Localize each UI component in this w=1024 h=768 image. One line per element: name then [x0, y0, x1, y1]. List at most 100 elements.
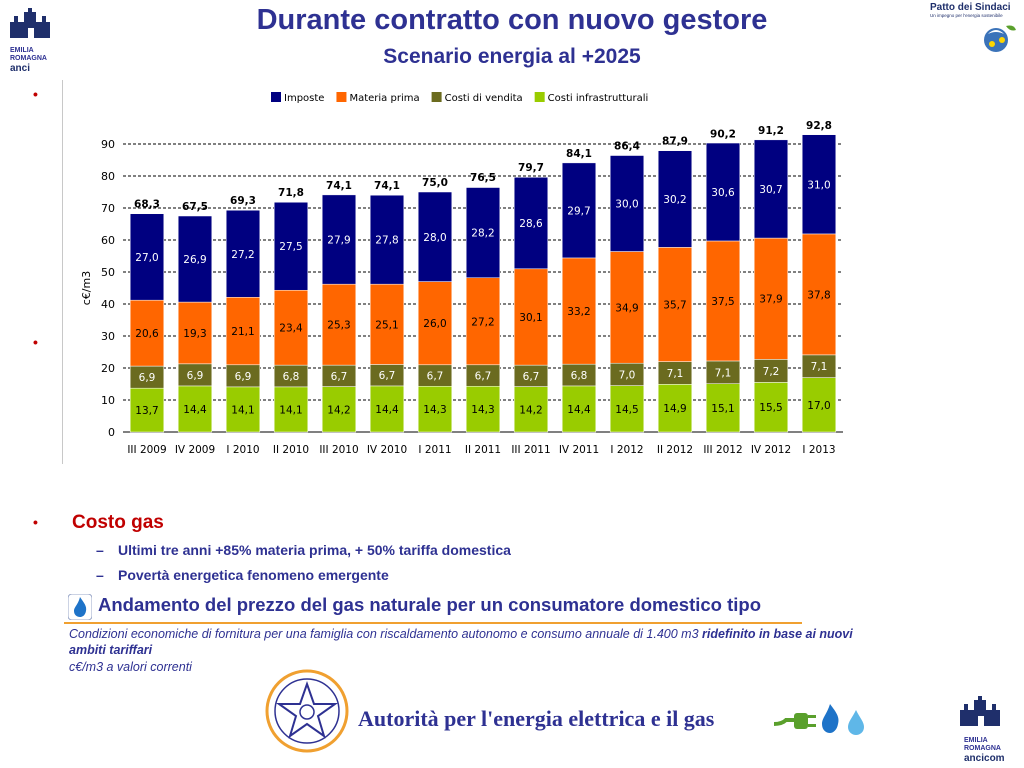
- data-label: 20,6: [135, 328, 159, 340]
- bar-segment: [657, 247, 693, 362]
- y-tick-label: 60: [101, 234, 115, 247]
- italian-republic-seal-icon: [265, 669, 349, 753]
- y-tick-label: 0: [108, 426, 115, 439]
- x-tick-label: I 2010: [226, 444, 259, 456]
- logo-br-line3: ancicom: [964, 753, 1005, 764]
- list-item-text: Povertà energetica fenomeno emergente: [118, 567, 389, 583]
- emilia-romagna-anci-logo: EMILIA ROMAGNA anci: [10, 8, 50, 74]
- bar-segment: [705, 383, 741, 433]
- gas-panel-description: Condizioni economiche di fornitura per u…: [69, 626, 859, 658]
- list-dash: –: [96, 542, 104, 558]
- data-label: 14,4: [567, 404, 591, 416]
- gas-price-panel: Andamento del prezzo del gas naturale pe…: [64, 590, 854, 680]
- data-label: 27,9: [327, 235, 350, 247]
- data-label: 37,5: [711, 296, 734, 308]
- data-label: 30,1: [519, 312, 542, 324]
- y-tick-label: 50: [101, 266, 115, 279]
- total-label: 69,3: [230, 195, 256, 207]
- data-label: 7,1: [715, 367, 732, 379]
- water-drop-icon: [848, 710, 864, 735]
- bar-segment: [321, 386, 357, 433]
- total-label: 86,4: [614, 141, 640, 153]
- total-label: 92,8: [806, 120, 832, 132]
- legend-label: Imposte: [284, 93, 324, 104]
- data-label: 30,7: [759, 184, 782, 196]
- total-label: 75,0: [422, 177, 448, 189]
- bar-segment: [273, 386, 309, 433]
- bar-segment: [417, 191, 453, 282]
- data-label: 30,6: [711, 187, 735, 199]
- flame-icon: [68, 594, 92, 620]
- data-label: 21,1: [231, 326, 254, 338]
- x-tick-label: III 2009: [127, 444, 166, 456]
- y-tick-label: 10: [101, 394, 115, 407]
- data-label: 27,5: [279, 241, 302, 253]
- x-tick-label: II 2012: [657, 444, 693, 456]
- logo-br-line2: ROMAGNA: [964, 745, 1001, 752]
- logo-tr-tagline: Un impegno per l'energia sostenibile: [930, 13, 1003, 18]
- gas-panel-unit: c€/m3 a valori correnti: [69, 660, 192, 674]
- section-title: Costo gas: [72, 512, 164, 533]
- bar-segment: [753, 237, 789, 360]
- y-tick-label: 40: [101, 298, 115, 311]
- data-label: 14,1: [231, 404, 254, 416]
- bar-segment: [609, 155, 645, 252]
- bar-segment: [273, 201, 309, 291]
- data-label: 34,9: [615, 302, 638, 314]
- data-label: 7,1: [811, 361, 828, 373]
- bullet-marker: •: [33, 334, 38, 350]
- patto-dei-sindaci-logo: Patto dei Sindaci Un impegno per l'energ…: [930, 2, 1016, 52]
- bar-segment: [369, 194, 405, 285]
- gas-desc-bold: ridefinito in base ai nuovi ambiti tarif…: [69, 627, 853, 657]
- data-label: 7,2: [763, 366, 780, 378]
- y-tick-label: 80: [101, 170, 115, 183]
- list-item: – Povertà energetica fenomeno emergente: [96, 567, 389, 583]
- data-label: 28,2: [471, 228, 494, 240]
- y-tick-label: 20: [101, 362, 115, 375]
- x-tick-label: III 2011: [511, 444, 550, 456]
- total-label: 74,1: [374, 180, 400, 192]
- x-tick-label: IV 2011: [559, 444, 599, 456]
- logo-tl-line1: EMILIA: [10, 47, 34, 54]
- logo-tl-line2: ROMAGNA: [10, 55, 47, 62]
- y-tick-label: 90: [101, 138, 115, 151]
- data-label: 14,4: [183, 404, 207, 416]
- bar-segment: [561, 385, 597, 433]
- x-tick-label: IV 2012: [751, 444, 791, 456]
- bar-segment: [177, 215, 213, 303]
- chart-panel: Imposte Materia prima Costi di vendita Cost…: [62, 80, 867, 464]
- data-label: 6,8: [571, 370, 588, 382]
- list-item: – Ultimi tre anni +85% materia prima, + 5…: [96, 542, 511, 558]
- data-label: 31,0: [807, 179, 830, 191]
- data-label: 30,2: [663, 194, 686, 206]
- bar-segment: [177, 385, 213, 433]
- bar-segment: [609, 251, 645, 364]
- data-label: 14,4: [375, 404, 399, 416]
- data-label: 7,0: [619, 369, 636, 381]
- logo-br-line1: EMILIA: [964, 737, 988, 744]
- bullet-marker: •: [33, 86, 38, 102]
- data-label: 14,1: [279, 404, 302, 416]
- legend-label: Costi infrastrutturali: [548, 93, 649, 104]
- title-rule: [64, 622, 802, 624]
- bar-segment: [417, 281, 453, 366]
- total-label: 84,1: [566, 148, 592, 160]
- data-label: 25,3: [327, 320, 350, 332]
- data-label: 6,8: [283, 371, 300, 383]
- data-label: 15,1: [711, 403, 734, 415]
- x-tick-label: IV 2010: [367, 444, 407, 456]
- x-tick-label: III 2010: [319, 444, 358, 456]
- data-label: 27,0: [135, 252, 158, 264]
- data-label: 14,3: [471, 404, 494, 416]
- data-label: 14,2: [519, 404, 542, 416]
- legend-label: Materia prima: [349, 93, 419, 104]
- x-tick-label: I 2013: [802, 444, 835, 456]
- bar-segment: [657, 150, 693, 248]
- list-item-text: Ultimi tre anni +85% materia prima, + 50…: [118, 542, 511, 558]
- bar-segment: [513, 268, 549, 366]
- bar-segment: [129, 387, 165, 433]
- bar-segment: [129, 213, 165, 301]
- data-label: 33,2: [567, 306, 590, 318]
- data-label: 6,9: [187, 370, 204, 382]
- y-axis-label: c€/m3: [80, 271, 93, 305]
